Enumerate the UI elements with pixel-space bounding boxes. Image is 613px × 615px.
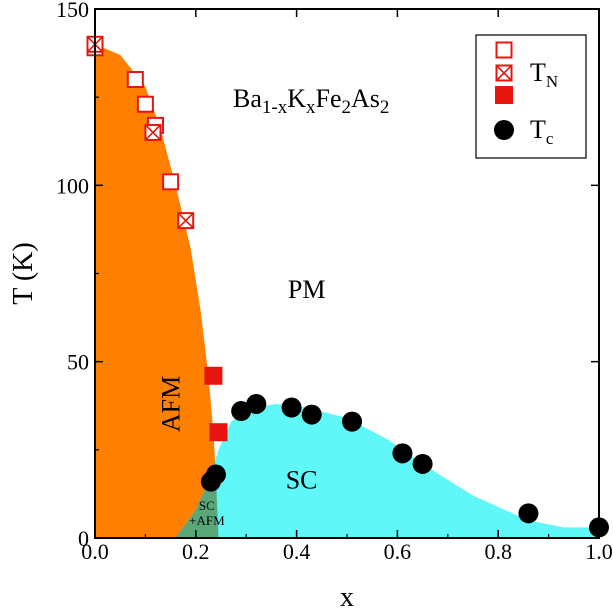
afm-region <box>95 44 219 538</box>
y-tick-label: 150 <box>56 0 89 22</box>
phase-regions <box>95 44 599 538</box>
region-label-sc-afm: SC <box>199 498 215 513</box>
filled-circle-point <box>246 393 267 414</box>
filled-circle-point <box>205 464 226 485</box>
filled-circle-point <box>342 411 363 432</box>
y-tick-label: 100 <box>56 173 89 198</box>
filled-circle-point <box>301 404 322 425</box>
region-label-sc: SC <box>286 466 318 495</box>
legend-marker-crossed-square <box>495 64 513 82</box>
filled-circle-point <box>281 397 302 418</box>
axes: 0.0 0.2 0.4 0.6 0.8 1.0 0 50 100 150 x T (K) <box>8 0 613 613</box>
legend-box <box>475 34 587 159</box>
svg-text:Ba1-xKxFe2As2: Ba1-xKxFe2As2 <box>233 84 389 118</box>
x-tick-label: 0.0 <box>81 539 109 564</box>
open-square-point <box>162 173 180 191</box>
legend-marker-filled-circle <box>494 120 514 140</box>
y-axis-title: T (K) <box>8 242 39 304</box>
y-tick-label: 0 <box>78 526 89 551</box>
x-tick-label: 0.2 <box>182 539 210 564</box>
filled-circle-point <box>231 401 252 422</box>
x-axis-title: x <box>340 582 354 613</box>
region-label-sc-afm: +AFM <box>189 513 225 528</box>
formula-label: Ba1-xKxFe2As2 <box>233 84 389 118</box>
y-tick-label: 50 <box>67 350 89 375</box>
filled-circle-point <box>392 443 413 464</box>
crossed-square-point <box>177 212 195 230</box>
region-label-afm: AFM <box>157 376 186 432</box>
region-label-pm: PM <box>288 275 326 304</box>
open-square-point <box>126 71 144 89</box>
open-square-point <box>136 95 154 113</box>
legend-label: Tc <box>530 115 554 148</box>
x-tick-label: 0.4 <box>283 539 311 564</box>
filled-square-point <box>204 366 223 385</box>
data-markers <box>86 35 609 538</box>
legend-label: TN <box>530 58 558 91</box>
legend: TN Tc <box>475 34 587 159</box>
x-tick-label: 0.6 <box>384 539 412 564</box>
x-tick-label: 0.8 <box>484 539 512 564</box>
filled-circle-point <box>412 453 433 474</box>
crossed-square-point <box>144 123 162 141</box>
legend-marker-open-square <box>495 41 513 59</box>
filled-square-point <box>209 423 228 442</box>
sc-region <box>175 403 599 538</box>
x-tick-label: 1.0 <box>585 539 613 564</box>
filled-circle-point <box>518 503 539 524</box>
legend-marker-filled-square <box>495 86 513 104</box>
